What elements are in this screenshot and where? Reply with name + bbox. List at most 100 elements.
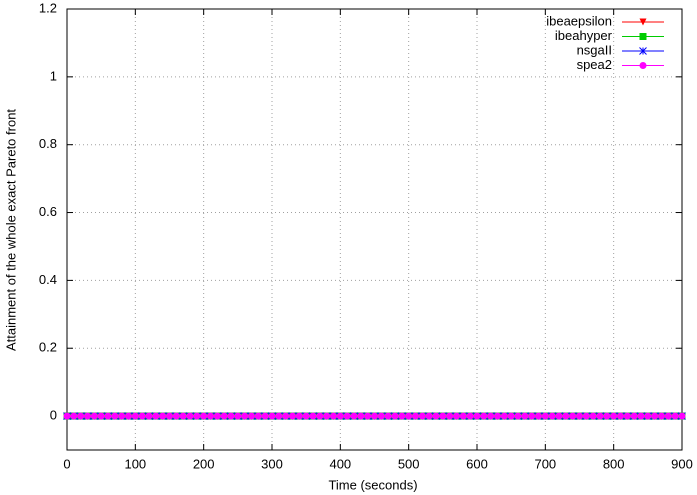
marker <box>343 412 351 420</box>
y-axis-label: Attainment of the whole exact Pareto fro… <box>3 109 18 351</box>
marker <box>425 412 433 420</box>
marker <box>507 412 515 420</box>
marker <box>63 412 71 420</box>
y-tick-label: 0.6 <box>39 204 57 219</box>
marker <box>473 412 481 420</box>
marker <box>152 412 160 420</box>
y-tick-label: 1.2 <box>39 0 57 15</box>
marker <box>459 412 467 420</box>
marker <box>384 412 392 420</box>
marker <box>241 412 249 420</box>
marker <box>541 412 549 420</box>
marker <box>439 412 447 420</box>
marker <box>186 412 194 420</box>
marker <box>111 412 119 420</box>
marker <box>678 412 686 420</box>
marker <box>104 412 112 420</box>
marker <box>261 412 269 420</box>
marker <box>555 412 563 420</box>
marker <box>398 412 406 420</box>
x-tick-label: 0 <box>63 456 70 471</box>
marker <box>651 412 659 420</box>
marker <box>166 412 173 420</box>
marker <box>254 412 262 420</box>
x-tick-label: 200 <box>193 456 215 471</box>
legend-label: nsgaII <box>577 42 612 57</box>
x-tick-label: 400 <box>329 456 351 471</box>
marker <box>480 412 488 420</box>
y-tick-label: 0 <box>50 408 57 423</box>
marker <box>639 62 647 69</box>
x-tick-label: 300 <box>261 456 283 471</box>
marker <box>487 412 495 420</box>
marker <box>193 412 201 420</box>
marker <box>453 412 460 420</box>
marker <box>535 412 542 420</box>
marker <box>528 412 536 420</box>
y-tick-label: 1 <box>50 68 57 83</box>
marker <box>521 412 529 420</box>
marker <box>446 412 454 420</box>
marker <box>664 412 672 420</box>
legend-label: spea2 <box>577 57 612 72</box>
marker <box>418 412 426 420</box>
marker <box>248 412 255 420</box>
marker <box>289 412 296 420</box>
marker <box>500 412 508 420</box>
marker <box>316 412 324 420</box>
marker <box>589 412 597 420</box>
marker <box>357 412 365 420</box>
marker <box>494 412 501 420</box>
marker <box>617 412 624 420</box>
marker <box>145 412 153 420</box>
marker <box>639 33 647 40</box>
marker <box>227 412 235 420</box>
legend-label: ibeaepsilon <box>546 13 612 28</box>
y-tick-label: 0.2 <box>39 340 57 355</box>
y-tick-label: 0.4 <box>39 272 57 287</box>
marker <box>350 412 358 420</box>
marker <box>90 412 98 420</box>
marker <box>412 412 419 420</box>
marker <box>630 412 638 420</box>
marker <box>610 412 618 420</box>
marker <box>131 412 139 420</box>
marker <box>639 18 647 26</box>
marker <box>514 412 522 420</box>
marker <box>569 412 577 420</box>
marker <box>576 412 583 420</box>
marker <box>234 412 242 420</box>
y-tick-label: 0.8 <box>39 136 57 151</box>
marker <box>639 47 647 55</box>
marker <box>268 412 276 420</box>
x-tick-label: 600 <box>466 456 488 471</box>
marker <box>220 412 228 420</box>
marker <box>309 412 317 420</box>
marker <box>562 412 570 420</box>
marker <box>70 412 78 420</box>
marker <box>644 412 652 420</box>
marker <box>371 412 378 420</box>
marker <box>179 412 187 420</box>
x-axis-label: Time (seconds) <box>328 477 417 492</box>
marker <box>213 412 221 420</box>
x-tick-label: 700 <box>534 456 556 471</box>
marker <box>323 412 331 420</box>
marker <box>125 412 132 420</box>
legend-label: ibeahyper <box>555 28 613 43</box>
marker <box>377 412 385 420</box>
marker <box>623 412 631 420</box>
marker <box>302 412 310 420</box>
marker <box>282 412 290 420</box>
marker <box>671 412 679 420</box>
marker <box>466 412 474 420</box>
marker <box>330 412 337 420</box>
marker <box>637 412 645 420</box>
marker <box>97 412 105 420</box>
marker <box>364 412 372 420</box>
x-tick-label: 900 <box>671 456 693 471</box>
marker <box>138 412 146 420</box>
marker <box>159 412 167 420</box>
